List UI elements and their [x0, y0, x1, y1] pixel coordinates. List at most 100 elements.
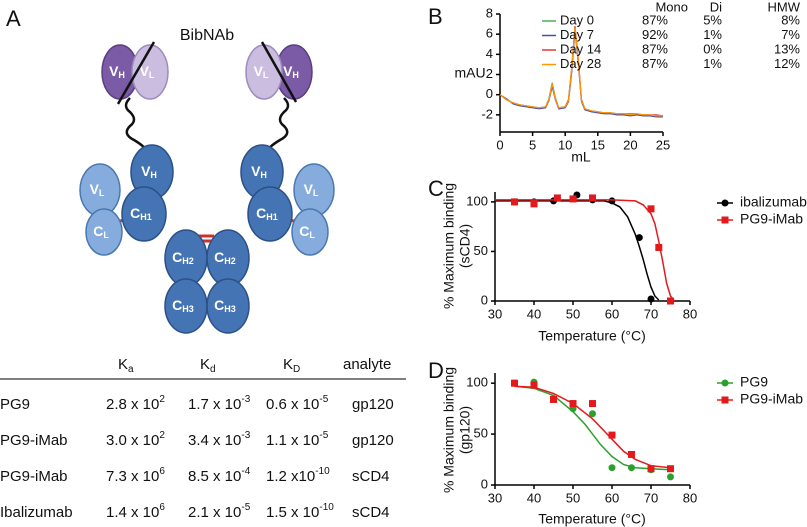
domain-label-sub: L [99, 188, 105, 198]
point [667, 465, 674, 473]
legend-value: 87% [642, 12, 668, 27]
domain-label-sub: H1 [140, 212, 152, 222]
domain-label-sub: H2 [182, 256, 194, 266]
y-axis-label: % Maximum binding [441, 183, 457, 309]
y-tick-label: -2 [481, 106, 493, 121]
legend-value: 0% [703, 41, 722, 56]
domain-label-main: C [93, 223, 103, 239]
y-axis-label: % Maximum binding [441, 367, 457, 493]
table-cell: 1.4 x 106 [106, 502, 165, 521]
domain-label-sub: H [150, 170, 157, 180]
x-tick-label: 70 [644, 490, 658, 505]
x-axis-label: Temperature (°C) [538, 328, 646, 344]
point [589, 194, 596, 202]
series-line [499, 28, 663, 117]
domain-label-main: V [251, 163, 261, 179]
legend-value: 8% [781, 12, 800, 27]
point [647, 205, 655, 213]
domain-label-main: C [172, 297, 182, 313]
domain [131, 44, 169, 100]
legend-column-header: HMW [768, 0, 801, 14]
point [628, 450, 635, 458]
domain-label: CH1 [130, 205, 152, 223]
domain-label: CH3 [172, 297, 194, 315]
linker [266, 97, 290, 151]
panel-label: A [6, 6, 21, 31]
domain-label-main: V [304, 181, 314, 197]
y-tick-label: 0 [481, 292, 488, 307]
domain-label-main: C [130, 205, 140, 221]
domain-label-sub: L [313, 188, 319, 198]
x-tick-label: 10 [558, 137, 572, 152]
table-cell-base: 1.7 x 10 [188, 396, 241, 413]
table-cell: 2.1 x 10-5 [188, 502, 251, 521]
domain-label-main: V [90, 181, 100, 197]
legend-value: 13% [774, 41, 800, 56]
x-tick-label: 30 [488, 306, 502, 321]
table-cell-exp: -3 [241, 394, 250, 405]
domain-label-sub: H3 [224, 304, 236, 314]
y-tick-label: 100 [466, 375, 488, 390]
domain-label-sub: H2 [224, 256, 236, 266]
legend-value: 87% [642, 41, 668, 56]
legend-value: 1% [703, 56, 722, 71]
legend-column-header: Mono [655, 0, 688, 14]
domain-label-main: V [254, 63, 264, 79]
table-cell: 3.0 x 102 [106, 430, 165, 449]
table-cell: PG9-iMab [0, 468, 68, 485]
table-cell: PG9-iMab [0, 432, 68, 449]
table-cell: sCD4 [352, 468, 390, 485]
domain-label-sub: H3 [182, 304, 194, 314]
column-header: KD [283, 356, 300, 375]
point [589, 400, 596, 408]
point [569, 400, 577, 408]
legend-marker [721, 199, 729, 207]
domain-label-sub: L [309, 230, 315, 240]
table-cell: Ibalizumab [0, 504, 73, 521]
domain-label-sub: H1 [266, 212, 278, 222]
table-cell-exp: -10 [315, 466, 330, 477]
domain-label: CL [299, 223, 315, 241]
legend-marker [721, 396, 729, 404]
y-axis-label: mAU [454, 65, 485, 81]
legend-value: 7% [781, 27, 800, 42]
panel-label: B [428, 4, 443, 29]
domain-label-main: C [214, 297, 224, 313]
legend-value: 12% [774, 56, 800, 71]
domain-label-main: C [256, 205, 266, 221]
point [608, 464, 616, 472]
y-tick-label: 50 [474, 243, 488, 258]
fit-curve [495, 200, 660, 301]
table-cell: 1.5 x 10-10 [266, 502, 334, 521]
domain-label: CH2 [172, 249, 194, 267]
table-cell: 1.2 x10-10 [266, 466, 330, 485]
fit-curve [514, 385, 671, 471]
table-cell-exp: -4 [241, 466, 250, 477]
column-header: Ka [118, 356, 134, 375]
x-tick-label: 40 [527, 490, 541, 505]
scfv-slashes [116, 41, 298, 105]
linker [124, 97, 148, 151]
charts: 0 5 10 15 20 25 -2 0 2 4 6 8 mL mAU Mono Di HMW Day 0 87% 5… [441, 0, 807, 527]
y-axis-label: (sCD4) [457, 224, 473, 268]
x-tick-label: 60 [605, 490, 619, 505]
point [530, 381, 538, 389]
legend-label: PG9 [740, 374, 768, 390]
domain [291, 208, 329, 256]
table-cell-base: 3.4 x 10 [188, 432, 241, 449]
domain-label-main: C [172, 249, 182, 265]
table-cell-exp: 6 [159, 502, 165, 513]
legend-marker [721, 379, 729, 387]
point [635, 234, 643, 242]
table-cell-base: 1.2 x10 [266, 468, 315, 485]
table-cell-exp: 2 [159, 430, 165, 441]
legend-value: 92% [642, 27, 668, 42]
point [530, 200, 538, 208]
legend-label: Day 7 [560, 27, 594, 42]
domain-label-main: C [299, 223, 309, 239]
legend-column-header: Di [710, 0, 722, 14]
diagram-title: BibNAb [180, 27, 234, 44]
domain-label-sub: H [260, 170, 267, 180]
table-cell-base: 1.1 x 10 [266, 432, 319, 449]
